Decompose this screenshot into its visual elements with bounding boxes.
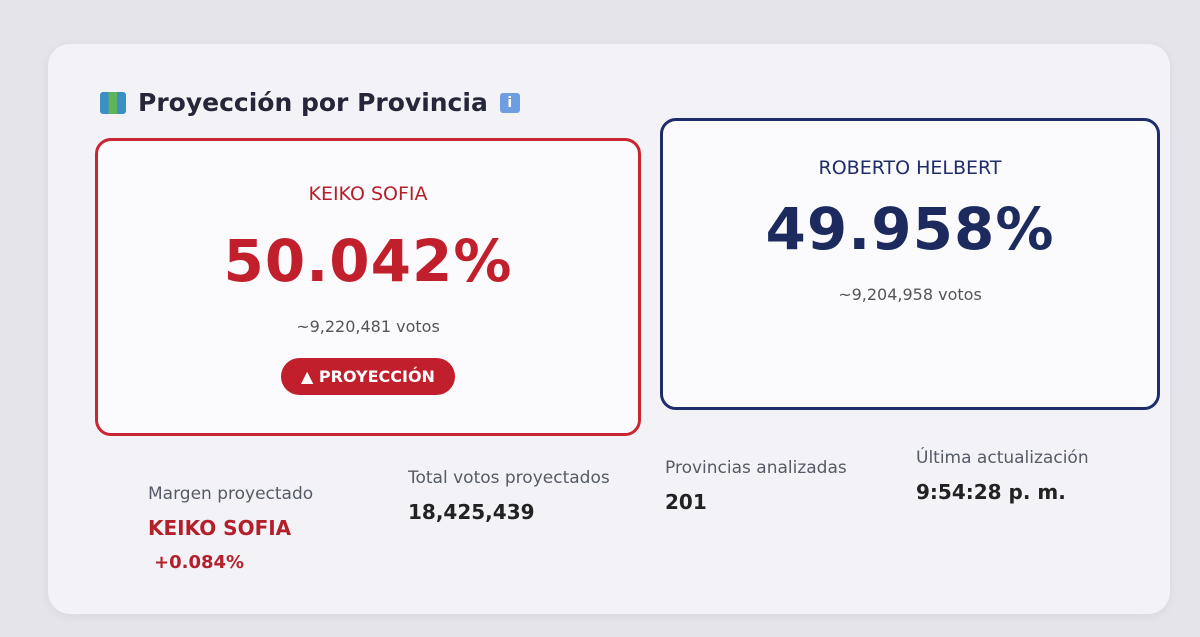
card-title: Proyección por Provincia — [138, 88, 488, 117]
stat: Última actualización 9:54:28 p. m. — [916, 448, 1089, 504]
stat-label: Total votos proyectados — [408, 468, 610, 488]
stat-label: Margen proyectado — [148, 484, 314, 504]
stat-value: 201 — [665, 490, 707, 514]
stat: Margen proyectado KEIKO SOFIA +0.084% — [148, 484, 313, 573]
candidate-votes: ~9,204,958 votos — [838, 285, 982, 304]
candidate-percent: 49.958% — [765, 195, 1055, 263]
candidate-percent: 50.042% — [223, 227, 513, 295]
stat: Provincias analizadas 201 — [665, 458, 847, 514]
stat-detail: +0.084% — [154, 552, 245, 573]
candidate-name: ROBERTO HELBERT — [818, 157, 1002, 179]
candidate-name: KEIKO SOFIA — [308, 183, 428, 205]
projection-card: Proyección por Provincia i KEIKO SOFIA 5… — [48, 44, 1170, 614]
stat-label: Última actualización — [916, 448, 1089, 468]
card-header: Proyección por Provincia i — [100, 88, 520, 117]
stats-row: Margen proyectado KEIKO SOFIA +0.084% To… — [128, 448, 1128, 604]
candidate-votes: ~9,220,481 votos — [296, 317, 440, 336]
stat: Total votos proyectados 18,425,439 — [408, 468, 610, 524]
stat-label: Provincias analizadas — [665, 458, 847, 478]
map-icon — [100, 91, 126, 114]
candidate-box: KEIKO SOFIA 50.042% ~9,220,481 votos ▲ P… — [95, 138, 641, 436]
stat-value: 9:54:28 p. m. — [916, 480, 1066, 504]
candidate-box: ROBERTO HELBERT 49.958% ~9,204,958 votos — [660, 118, 1160, 410]
info-icon[interactable]: i — [499, 92, 520, 113]
projection-badge: ▲ PROYECCIÓN — [281, 358, 455, 395]
stat-value: KEIKO SOFIA — [148, 516, 292, 540]
stat-value: 18,425,439 — [408, 500, 535, 524]
